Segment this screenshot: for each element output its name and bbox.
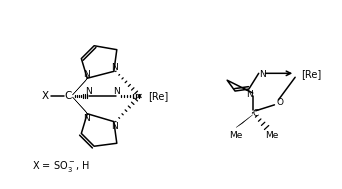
Text: N: N <box>114 87 120 96</box>
Text: Me: Me <box>265 131 278 140</box>
Text: C: C <box>65 91 72 101</box>
Text: [Re]: [Re] <box>148 91 169 101</box>
Text: N: N <box>85 87 92 96</box>
Polygon shape <box>73 77 88 95</box>
Text: [Re]: [Re] <box>301 69 321 79</box>
Text: N: N <box>247 91 253 99</box>
Text: N: N <box>111 63 118 72</box>
Text: N: N <box>259 70 266 79</box>
Text: Me: Me <box>229 131 243 140</box>
Text: N: N <box>83 70 90 79</box>
Text: N: N <box>83 114 90 123</box>
Text: O: O <box>277 98 284 107</box>
Text: X: X <box>41 91 49 101</box>
Polygon shape <box>73 97 88 115</box>
Text: N: N <box>111 122 118 131</box>
Text: C: C <box>253 109 259 118</box>
Text: X = SO$_3^-$, H: X = SO$_3^-$, H <box>32 159 90 174</box>
Polygon shape <box>236 115 253 128</box>
